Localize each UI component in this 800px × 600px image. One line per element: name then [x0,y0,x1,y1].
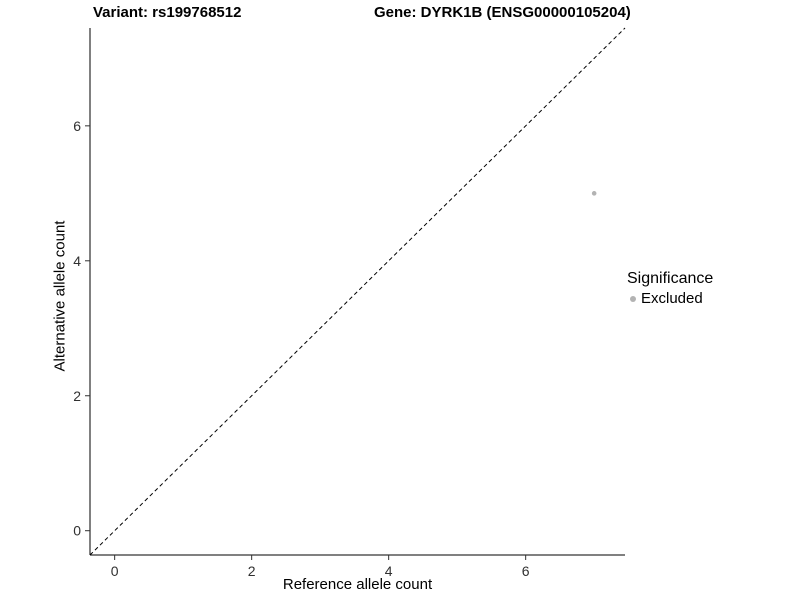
y-axis-label: Alternative allele count [51,220,69,372]
identity-line [89,27,626,556]
y-tick-label: 4 [73,253,81,269]
x-tick-label: 4 [385,563,393,579]
plot-title-gene: Gene: DYRK1B (ENSG00000105204) [374,4,631,21]
legend-title: Significance [627,270,714,287]
y-tick-label: 0 [73,523,81,539]
legend: Significance Excluded [627,270,713,307]
y-tick-label: 2 [73,388,81,404]
x-tick-label: 2 [248,563,256,579]
y-tick-label: 6 [73,118,81,134]
x-axis-label: Reference allele count [282,576,433,593]
legend-item-excluded: Excluded [627,290,713,307]
legend-item-label: Excluded [641,290,703,307]
x-tick-label: 0 [111,563,119,579]
data-point [591,191,597,196]
plot-title-variant: Variant: rs199768512 [93,4,242,21]
legend-dot-icon [630,295,636,302]
x-tick-label: 6 [522,563,530,579]
